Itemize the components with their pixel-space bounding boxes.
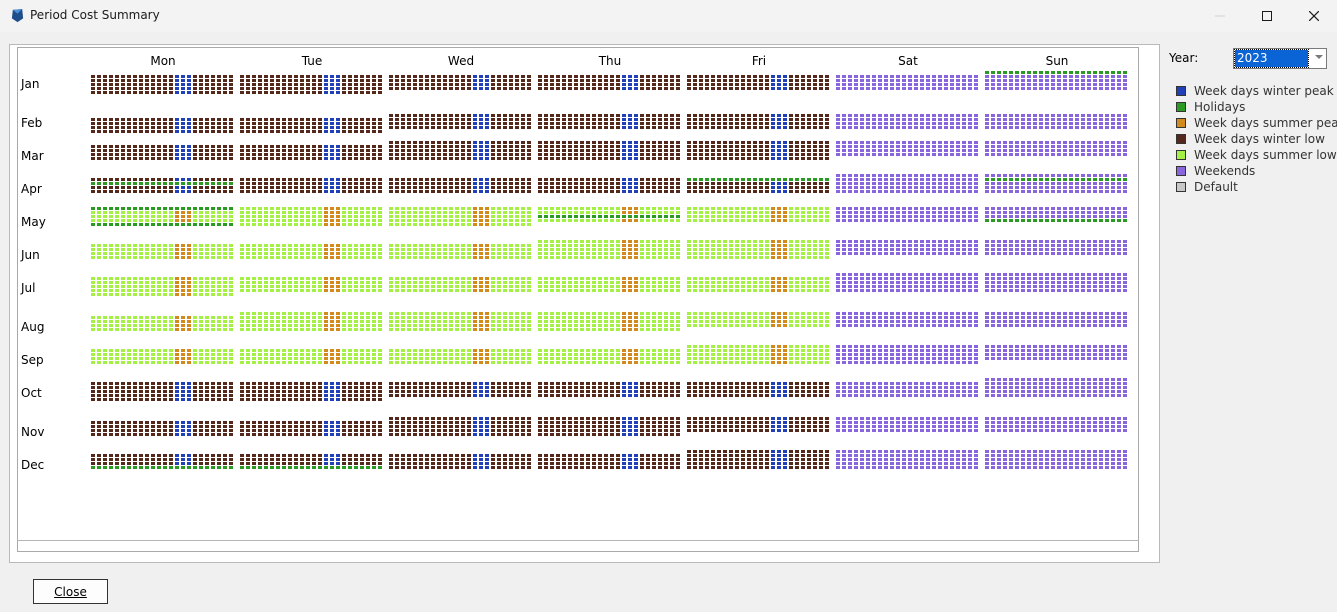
month-label-dec: Dec <box>21 458 45 472</box>
day-label-thu: Thu <box>598 54 622 68</box>
month-label-jul: Jul <box>21 281 36 295</box>
close-window-button[interactable] <box>1291 0 1337 31</box>
maximize-icon <box>1262 10 1272 21</box>
day-label-sat: Sat <box>898 54 918 68</box>
window-title: Period Cost Summary <box>30 8 160 22</box>
month-label-mar: Mar <box>21 149 44 163</box>
day-label-mon: Mon <box>150 54 176 68</box>
minimize-button[interactable] <box>1197 0 1243 31</box>
close-icon <box>1309 10 1319 21</box>
month-label-jun: Jun <box>21 248 40 262</box>
day-label-fri: Fri <box>751 54 767 68</box>
maximize-button[interactable] <box>1244 0 1290 31</box>
month-label-aug: Aug <box>21 320 45 334</box>
month-label-feb: Feb <box>21 116 43 130</box>
month-label-apr: Apr <box>21 182 42 196</box>
day-label-sun: Sun <box>1045 54 1069 68</box>
month-label-nov: Nov <box>21 425 45 439</box>
month-label-sep: Sep <box>21 353 44 367</box>
app-icon <box>11 8 24 23</box>
panel-divider <box>17 540 1139 541</box>
day-label-wed: Wed <box>447 54 475 68</box>
month-label-jan: Jan <box>21 77 40 91</box>
title-bar: Period Cost Summary <box>0 0 1337 32</box>
minimize-icon <box>1215 15 1225 16</box>
calendar-grid-area <box>17 47 1139 552</box>
day-label-tue: Tue <box>301 54 323 68</box>
month-label-may: May <box>21 215 46 229</box>
month-label-oct: Oct <box>21 386 42 400</box>
